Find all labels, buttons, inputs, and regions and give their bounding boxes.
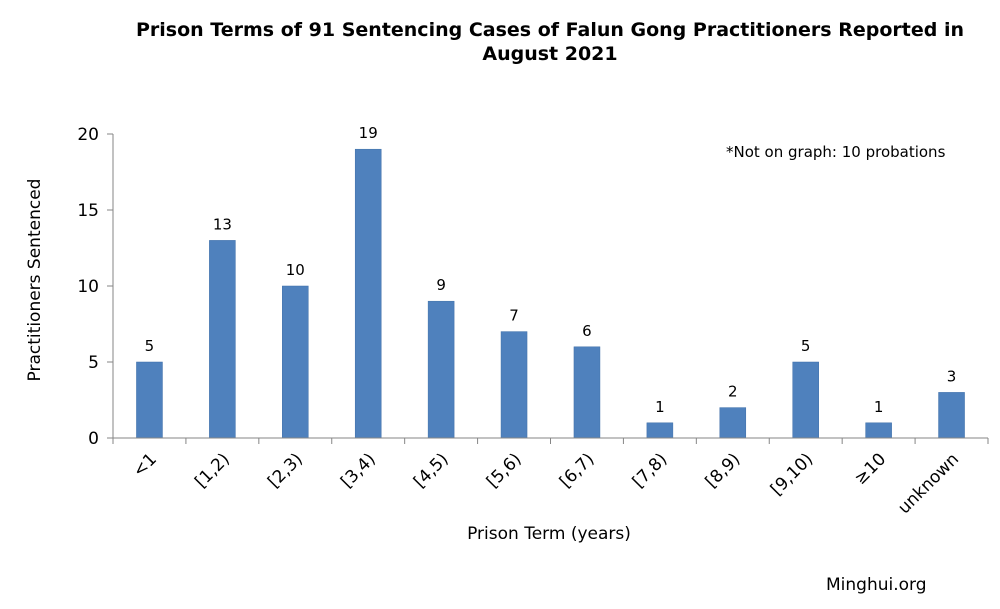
chart-title-line2: August 2021 [482,43,618,65]
x-tick-label: [7,8) [629,449,672,492]
bar-value-label: 1 [655,398,665,416]
bar [865,422,892,439]
y-ticks-group: 0 5 10 15 20 [77,125,113,449]
bar-value-label: 3 [947,367,957,385]
bar [136,361,163,439]
bar-value-label: 9 [436,276,446,294]
bar [354,148,382,439]
bar [209,240,236,439]
bars-group [136,148,965,439]
x-tick-label: unknown [894,449,963,518]
bar-value-label: 2 [728,383,738,401]
x-tick-label: [8,9) [702,449,745,492]
bar [646,422,674,439]
bar-value-label: 5 [801,337,811,355]
x-ticks-group [112,438,989,444]
x-tick-label: <1 [129,449,161,481]
y-tick-label: 15 [77,201,99,221]
bar-value-label: 19 [359,124,378,142]
bar [282,285,309,439]
bar-value-label: 6 [582,322,592,340]
bar [719,407,747,439]
x-tick-label: [1,2) [191,449,234,492]
x-tick-label: [4,5) [410,449,453,492]
y-axis-label: Practitioners Sentenced [25,179,45,382]
x-axis-label: Prison Term (years) [467,524,631,544]
x-tick-label: [6,7) [556,449,599,492]
bar [500,331,528,439]
bar [573,346,601,439]
bar-value-label: 7 [509,307,519,325]
chart-title-line1: Prison Terms of 91 Sentencing Cases of F… [136,19,964,41]
bar-value-label: 5 [145,337,155,355]
y-tick-label: 20 [77,125,99,145]
bar-value-label: 13 [213,215,232,233]
bar [427,300,455,439]
y-tick-label: 5 [88,353,99,373]
y-tick-label: 10 [77,277,99,297]
y-tick-label: 0 [88,429,99,449]
x-tick-labels-group: <1 [1,2) [2,3) [3,4) [4,5) [5,6) [6,7) [7,8) [8,… [129,449,963,518]
bar [938,392,965,439]
bar-value-label: 1 [874,398,884,416]
x-tick-label: ≥10 [851,449,891,489]
x-tick-label: [5,6) [483,449,526,492]
bar [792,361,819,439]
bar-value-label: 10 [286,261,305,279]
x-tick-label: [9,10) [767,449,817,499]
x-tick-label: [2,3) [264,449,307,492]
source-credit: Minghui.org [826,575,927,595]
chart-annotation: *Not on graph: 10 probations [726,143,946,161]
chart-title: Prison Terms of 91 Sentencing Cases of F… [100,18,1000,66]
x-tick-label: [3,4) [337,449,380,492]
